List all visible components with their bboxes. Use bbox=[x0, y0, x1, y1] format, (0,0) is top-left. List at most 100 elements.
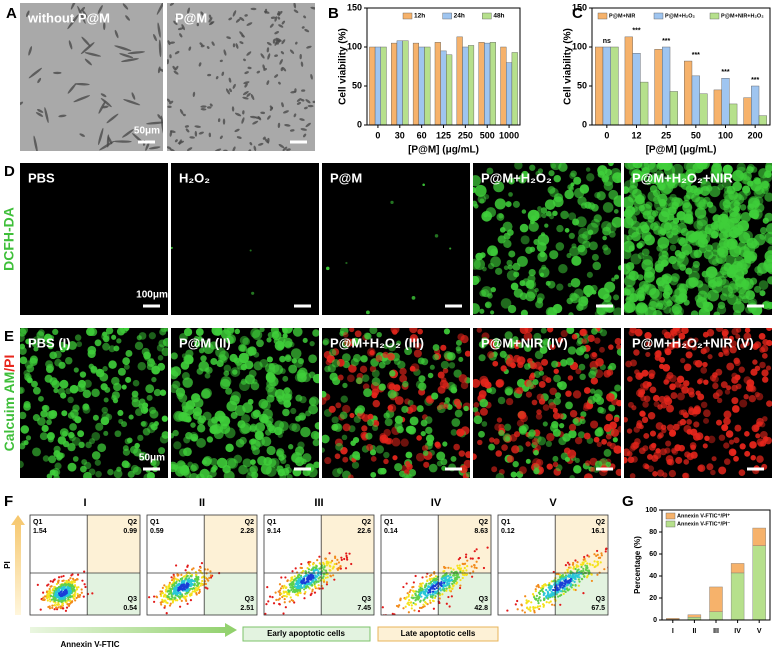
cell bbox=[680, 409, 688, 416]
cell bbox=[153, 33, 157, 42]
x-tick-label: 50 bbox=[691, 130, 701, 140]
cell bbox=[190, 463, 199, 472]
cell bbox=[392, 455, 398, 461]
cell bbox=[365, 432, 373, 440]
event bbox=[413, 609, 416, 612]
cell bbox=[250, 93, 255, 101]
cell bbox=[526, 379, 534, 388]
cell bbox=[300, 128, 308, 131]
cell bbox=[145, 142, 150, 151]
cell bbox=[113, 140, 132, 143]
event bbox=[67, 578, 70, 582]
event bbox=[71, 577, 75, 580]
cell bbox=[333, 423, 343, 432]
event bbox=[63, 585, 66, 589]
event bbox=[161, 586, 164, 589]
cell bbox=[567, 375, 574, 381]
cell bbox=[73, 95, 91, 103]
cell bbox=[494, 198, 506, 210]
cell bbox=[752, 200, 760, 208]
cell bbox=[459, 465, 468, 474]
cell bbox=[549, 187, 559, 198]
quadrant-name: Q2 bbox=[479, 519, 488, 526]
cell bbox=[53, 71, 62, 75]
cell bbox=[552, 303, 563, 314]
axis-label: Annexin V-FTIC bbox=[60, 640, 119, 649]
cell bbox=[702, 331, 709, 338]
legend-label: 48h bbox=[493, 13, 504, 20]
cell bbox=[512, 460, 519, 468]
cell bbox=[478, 390, 487, 399]
cell bbox=[713, 311, 721, 315]
cell bbox=[400, 438, 409, 447]
cell bbox=[575, 216, 587, 228]
event bbox=[439, 589, 442, 592]
event bbox=[544, 584, 548, 587]
cell bbox=[608, 344, 614, 350]
cell bbox=[624, 263, 631, 275]
cell bbox=[375, 445, 384, 454]
cell bbox=[285, 354, 291, 361]
cell bbox=[185, 416, 192, 423]
event bbox=[574, 574, 577, 577]
event bbox=[570, 583, 573, 586]
event bbox=[314, 580, 317, 583]
cell bbox=[297, 441, 305, 449]
cell bbox=[529, 246, 536, 253]
cell bbox=[497, 235, 506, 244]
legend-label: P@M+NIR bbox=[609, 13, 635, 19]
event bbox=[183, 583, 186, 586]
cell bbox=[182, 377, 193, 388]
cell bbox=[512, 262, 521, 271]
cell bbox=[498, 429, 505, 437]
cell bbox=[184, 405, 195, 416]
cell bbox=[305, 99, 311, 104]
event bbox=[418, 593, 422, 596]
cell bbox=[627, 376, 633, 382]
event bbox=[324, 569, 327, 572]
cell bbox=[284, 387, 291, 394]
event bbox=[190, 592, 193, 595]
cell bbox=[269, 23, 274, 28]
cell bbox=[507, 229, 514, 236]
quadrant-value: 2.51 bbox=[240, 605, 254, 612]
micrograph-content bbox=[473, 163, 621, 315]
event bbox=[307, 578, 310, 581]
cell bbox=[565, 390, 572, 397]
event bbox=[179, 605, 182, 608]
cell bbox=[174, 65, 179, 71]
cell bbox=[148, 146, 161, 150]
event bbox=[155, 596, 159, 599]
cell bbox=[218, 415, 225, 422]
cell bbox=[599, 457, 608, 466]
cell bbox=[587, 229, 594, 236]
quadrant-value: 8.63 bbox=[474, 528, 488, 535]
x-tick-label: V bbox=[757, 628, 762, 635]
cell bbox=[340, 395, 348, 403]
micrograph-content bbox=[624, 328, 772, 478]
cell bbox=[727, 294, 738, 306]
event bbox=[448, 589, 451, 592]
cell bbox=[194, 341, 201, 348]
cell bbox=[616, 399, 621, 407]
cell bbox=[500, 298, 512, 309]
cell bbox=[542, 338, 550, 346]
event bbox=[184, 569, 187, 572]
cell bbox=[158, 39, 162, 58]
cell bbox=[429, 364, 435, 370]
cell bbox=[223, 364, 232, 373]
event bbox=[165, 601, 168, 604]
event bbox=[71, 600, 74, 603]
cell bbox=[250, 410, 260, 420]
cell bbox=[382, 351, 389, 359]
cell bbox=[163, 328, 168, 332]
image-label: without P@M bbox=[27, 10, 110, 25]
event bbox=[164, 590, 168, 593]
event bbox=[317, 587, 320, 590]
cell bbox=[442, 441, 448, 447]
cell bbox=[523, 332, 533, 341]
cell bbox=[225, 387, 233, 395]
event bbox=[75, 586, 78, 589]
cell bbox=[322, 396, 327, 405]
event bbox=[176, 599, 179, 602]
